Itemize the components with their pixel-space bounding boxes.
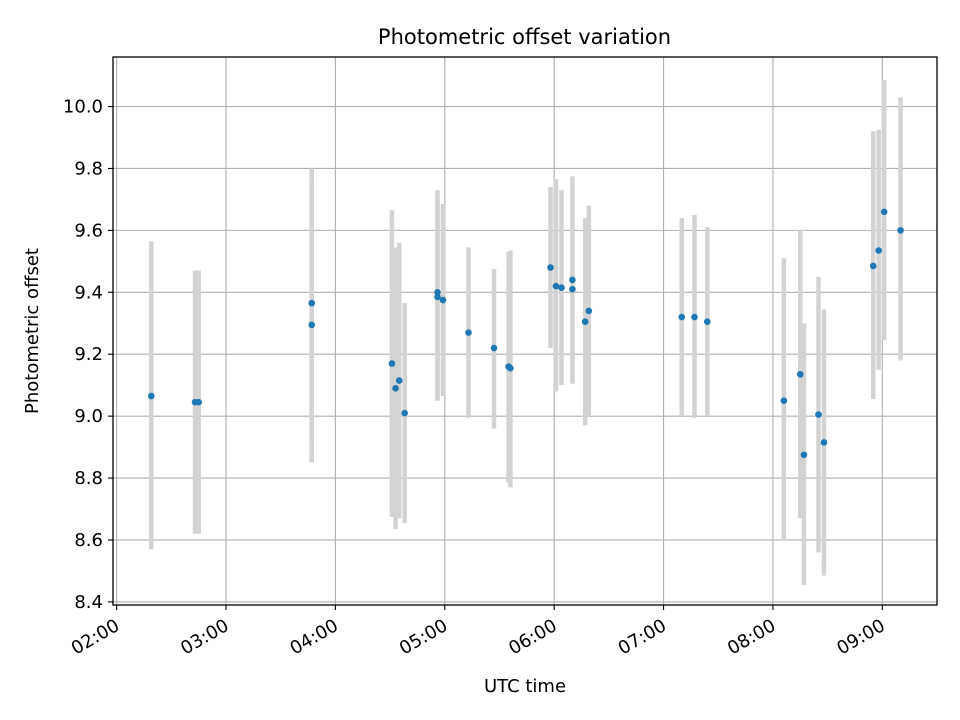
- data-point: [800, 451, 808, 459]
- data-point: [434, 288, 441, 296]
- y-tick-label: 10.0: [63, 97, 103, 118]
- data-point: [897, 227, 904, 234]
- y-tick-label: 8.4: [74, 592, 103, 613]
- data-point: [569, 285, 576, 293]
- data-point: [490, 344, 498, 352]
- data-point: [401, 409, 408, 417]
- data-point: [875, 247, 882, 254]
- data-point: [796, 371, 804, 378]
- data-point: [704, 318, 711, 326]
- y-axis: 8.4 8.6 8.8 9.0 9.2 9.4 9.6 9.8 10.0: [63, 97, 113, 613]
- data-point: [880, 208, 888, 216]
- data-point: [388, 360, 396, 367]
- y-tick-label: 9.4: [74, 282, 103, 303]
- data-point: [308, 321, 316, 329]
- data-point: [678, 313, 686, 321]
- data-point: [308, 299, 316, 307]
- data-point: [869, 262, 877, 270]
- data-point: [585, 307, 593, 315]
- plot-frame: [112, 56, 938, 606]
- data-point: [581, 318, 589, 326]
- data-point: [569, 276, 576, 284]
- data-point: [820, 439, 828, 446]
- y-tick-label: 8.8: [74, 468, 103, 489]
- y-tick-label: 9.0: [74, 406, 103, 427]
- y-tick-label: 8.6: [74, 530, 103, 551]
- y-axis-title: Photometric offset: [22, 248, 43, 414]
- data-point: [395, 377, 403, 384]
- data-point: [547, 264, 554, 271]
- y-tick-label: 9.2: [74, 344, 103, 365]
- x-axis-title: UTC time: [484, 676, 566, 697]
- data-point: [780, 397, 788, 404]
- data-point: [691, 313, 698, 321]
- data-point: [558, 284, 565, 291]
- y-tick-label: 9.6: [74, 220, 103, 241]
- data-point: [195, 398, 202, 406]
- chart-title: Photometric offset variation: [378, 25, 671, 49]
- plot-area: [112, 56, 938, 606]
- data-point: [439, 296, 447, 304]
- y-tick-label: 9.8: [74, 158, 103, 179]
- data-point: [147, 392, 155, 400]
- data-point: [552, 282, 560, 290]
- point-layer: [147, 208, 904, 459]
- data-point: [507, 364, 514, 372]
- data-point: [392, 384, 399, 392]
- data-point: [465, 329, 472, 336]
- data-point: [815, 411, 822, 418]
- data-point: [434, 293, 441, 301]
- plot-background: [113, 57, 937, 605]
